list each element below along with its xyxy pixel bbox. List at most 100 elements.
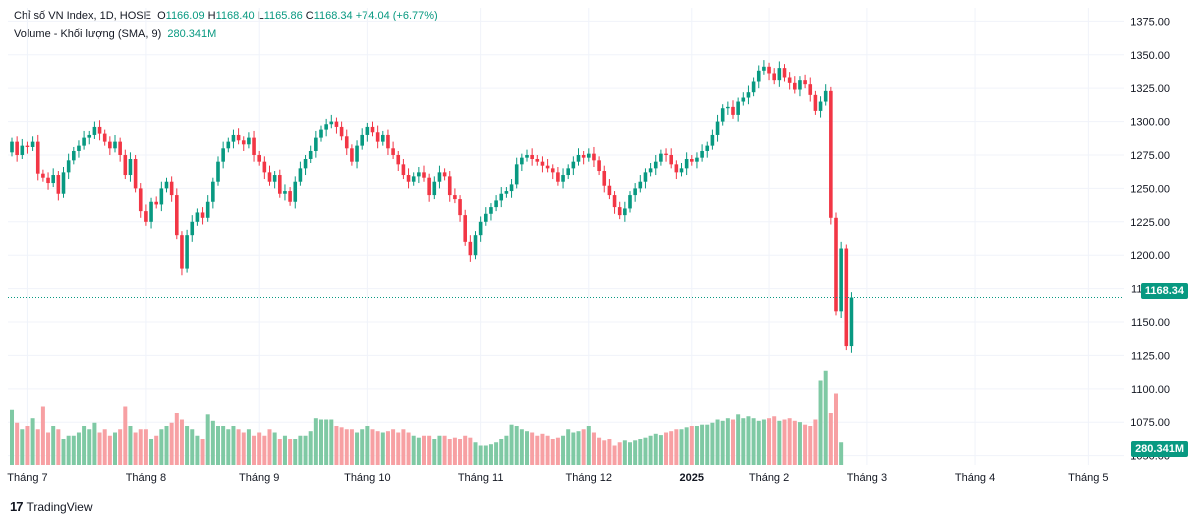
candle-body	[571, 161, 576, 169]
candle-body	[422, 172, 426, 178]
tradingview-footer[interactable]: 17 TradingView	[10, 499, 93, 514]
candlesticks	[10, 60, 854, 353]
candle-body	[108, 141, 112, 149]
candle-body	[442, 172, 447, 177]
volume-bar	[478, 445, 483, 465]
volume-bar	[30, 418, 35, 465]
volume-bar	[133, 432, 138, 465]
volume-bar	[813, 419, 818, 465]
volume-bar	[463, 435, 468, 465]
candle-body	[360, 134, 364, 146]
volume-bar	[823, 370, 828, 465]
candle-body	[530, 154, 534, 159]
time-axis[interactable]: Tháng 7 Tháng 8 Tháng 9 Tháng 10 Tháng 11 Thá…	[7, 472, 1108, 484]
price-axis[interactable]: 1050.001075.001100.001125.001150.001175.…	[1130, 16, 1170, 462]
volume-bar	[324, 419, 329, 465]
candle-body	[169, 181, 174, 196]
candle-body	[679, 168, 684, 173]
candle-body	[834, 217, 838, 312]
candle-body	[808, 84, 813, 95]
volume-bar	[329, 419, 334, 465]
volume-bar	[535, 435, 540, 465]
volume-bar	[736, 414, 741, 465]
volume-bar	[76, 432, 81, 465]
candle-body	[283, 191, 287, 194]
volume-bar	[262, 435, 267, 465]
candle-body	[581, 154, 586, 158]
volume-bar	[174, 413, 179, 465]
candle-body	[406, 175, 411, 182]
candle-body	[365, 126, 370, 135]
candle-body	[51, 175, 55, 184]
volume-bar	[514, 426, 519, 465]
volume-bar	[818, 380, 823, 465]
volume-bar	[442, 435, 447, 465]
candle-body	[350, 148, 354, 162]
volume-bar	[380, 432, 385, 465]
candle-body	[87, 134, 92, 138]
candle-body	[159, 188, 164, 205]
candle-body	[164, 181, 169, 189]
candle-body	[82, 137, 86, 146]
candle-body	[494, 200, 498, 208]
candle-body	[427, 177, 431, 196]
low-value: 1165.86	[263, 10, 303, 22]
candle-body	[370, 126, 375, 133]
volume-bar	[828, 413, 833, 465]
candle-body	[386, 134, 390, 149]
candle-body	[447, 176, 452, 196]
candle-body	[540, 161, 545, 166]
volume-bar	[787, 418, 792, 465]
candle-body	[15, 141, 19, 155]
volume-bar	[458, 439, 463, 465]
volume-bar	[839, 442, 844, 465]
volume-bar	[303, 435, 308, 465]
volume-bar	[107, 435, 112, 465]
candle-body	[633, 188, 637, 196]
volume-bar	[772, 416, 777, 465]
volume-bar	[540, 433, 545, 465]
volume-bar	[473, 442, 478, 465]
candle-body	[720, 108, 725, 122]
candle-body	[839, 248, 843, 312]
candle-body	[437, 172, 442, 182]
volume-bar	[767, 418, 772, 465]
candle-body	[489, 207, 493, 214]
volume-bar	[761, 419, 766, 465]
candle-body	[10, 141, 14, 153]
volume-bar	[154, 435, 159, 465]
volume-bar	[61, 439, 66, 465]
candle-body	[823, 90, 828, 102]
volume-bar	[483, 445, 488, 465]
candle-body	[205, 201, 210, 218]
candle-body	[46, 177, 50, 184]
tradingview-brand: TradingView	[26, 499, 93, 514]
candle-body	[576, 154, 581, 162]
volume-bar	[427, 435, 432, 465]
volume-bar	[566, 429, 571, 465]
candle-body	[35, 141, 40, 174]
candle-body	[41, 173, 45, 178]
chart-title: Chỉ số VN Index, 1D, HOSE	[14, 10, 151, 22]
candle-body	[849, 297, 854, 347]
candle-body	[381, 134, 385, 142]
volume-bar	[643, 437, 648, 465]
volume-bar	[149, 439, 154, 465]
candle-body	[180, 235, 184, 269]
volume-legend: Volume - Khối lượng (SMA, 9) 280.341M	[14, 27, 216, 41]
volume-bar	[653, 433, 658, 465]
candle-body	[458, 199, 462, 216]
volume-bar	[179, 419, 184, 465]
volume-title: Volume - Khối lượng (SMA, 9)	[14, 28, 162, 40]
candle-body	[468, 241, 473, 256]
candle-body	[231, 134, 236, 142]
volume-bars	[10, 370, 844, 465]
candle-body	[566, 168, 570, 176]
tradingview-logo-icon: 17	[10, 499, 24, 514]
volume-bar	[118, 429, 123, 465]
candle-body	[535, 158, 540, 162]
volume-bar	[25, 426, 30, 465]
volume-bar	[581, 429, 586, 465]
x-tick-label: Tháng 9	[239, 472, 279, 484]
